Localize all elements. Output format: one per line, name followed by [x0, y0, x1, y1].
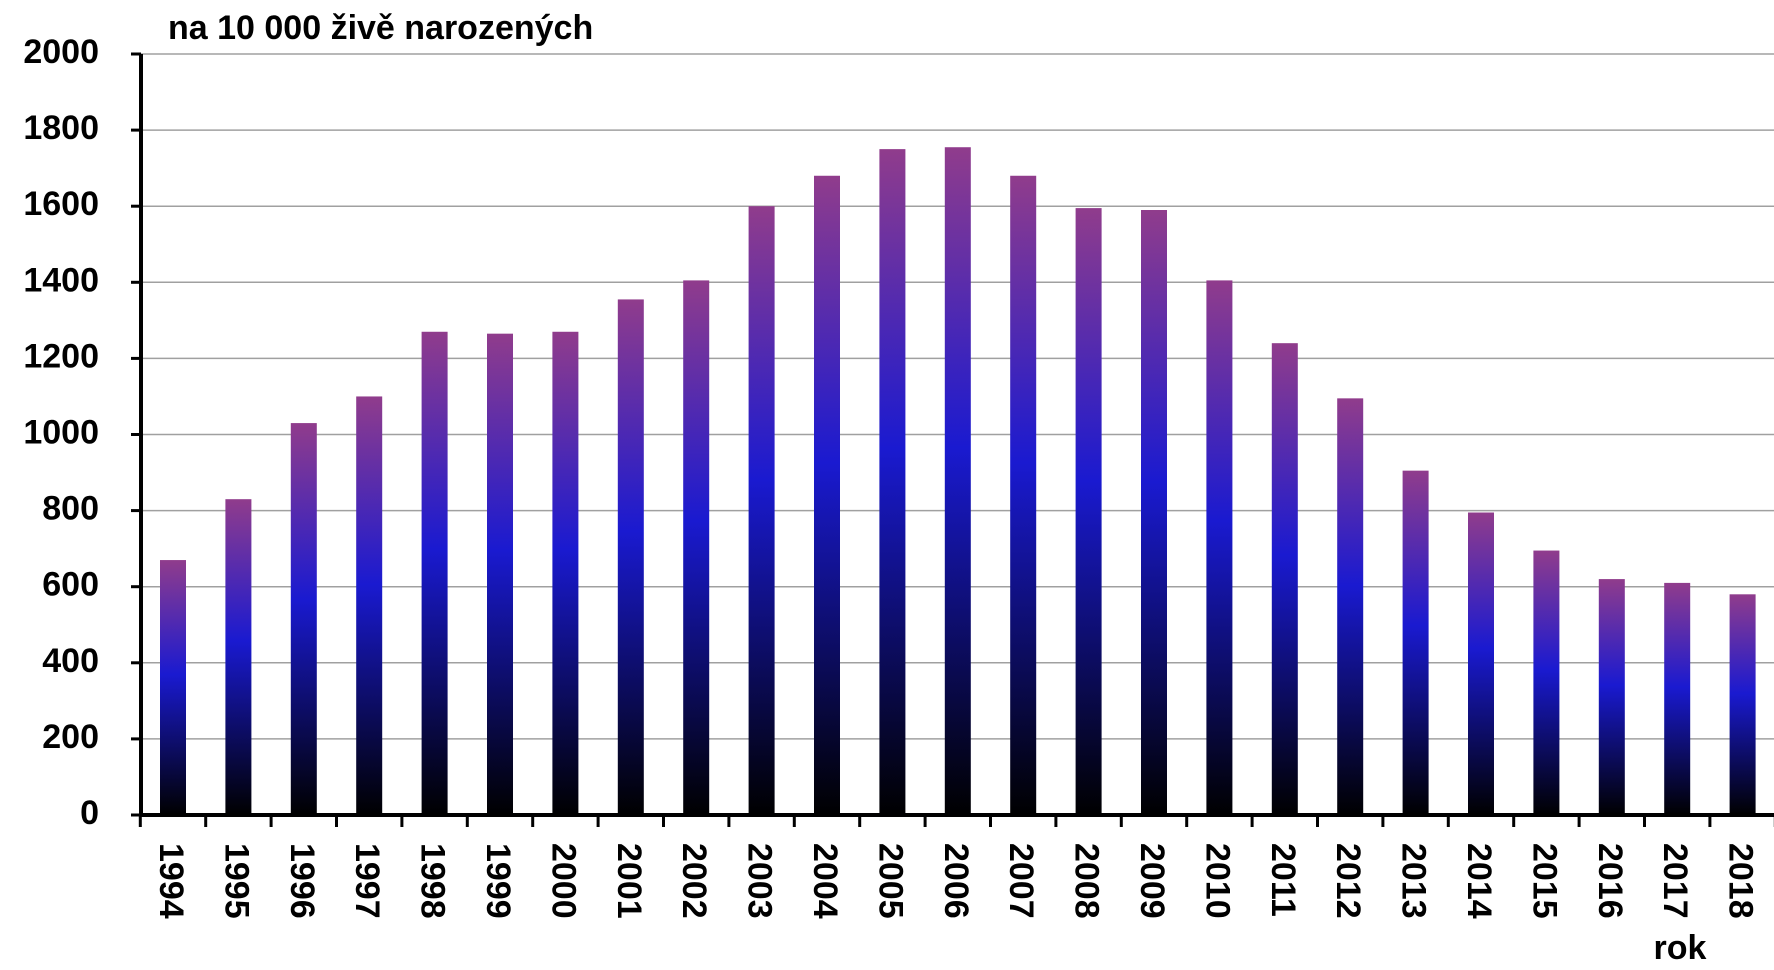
- bar: [1533, 550, 1560, 815]
- bar: [356, 396, 383, 815]
- x-tick-label: 2011: [1264, 843, 1302, 917]
- y-tick-label: 400: [42, 642, 99, 680]
- bar: [1729, 594, 1756, 815]
- bar: [1010, 175, 1037, 815]
- x-tick-label: 2005: [871, 843, 909, 919]
- bar: [617, 299, 644, 815]
- y-tick-label: 1600: [23, 185, 99, 223]
- bar: [160, 560, 186, 815]
- bar: [1664, 582, 1691, 815]
- bar: [683, 280, 710, 816]
- x-axis-label: rok: [1654, 929, 1707, 967]
- bar: [1598, 579, 1625, 815]
- bar: [290, 423, 317, 815]
- bar: [1337, 398, 1364, 815]
- x-tick-label: 2010: [1198, 843, 1236, 919]
- x-tick-label: 2016: [1591, 843, 1629, 919]
- y-tick-label: 600: [42, 566, 99, 604]
- x-tick-label: 1995: [217, 843, 255, 919]
- x-tick-label: 2001: [610, 843, 648, 919]
- bar: [944, 147, 971, 815]
- x-tick-label: 2002: [675, 843, 713, 919]
- bar: [1271, 343, 1298, 815]
- y-tick-label: 1000: [23, 413, 99, 451]
- x-tick-label: 1997: [348, 843, 386, 919]
- bar: [1206, 280, 1233, 816]
- chart-title: na 10 000 živě narozených: [168, 9, 593, 47]
- x-tick-label: 2015: [1525, 843, 1563, 919]
- bar: [225, 499, 252, 815]
- x-tick-label: 1994: [152, 843, 190, 919]
- bar: [487, 333, 513, 815]
- x-tick-label: 2007: [1002, 843, 1040, 919]
- x-tick-label: 2014: [1460, 843, 1498, 919]
- y-tick-label: 2000: [23, 33, 99, 71]
- y-tick-label: 1200: [23, 337, 99, 375]
- bar: [421, 331, 448, 815]
- x-tick-label: 2017: [1656, 843, 1694, 919]
- y-tick-label: 800: [42, 490, 99, 528]
- bar: [552, 331, 579, 815]
- bar: [1402, 470, 1429, 815]
- bar: [748, 206, 775, 815]
- x-tick-label: 2009: [1133, 843, 1171, 919]
- x-tick-label: 2003: [741, 843, 779, 919]
- bar: [879, 149, 906, 815]
- y-tick-label: 1800: [23, 109, 99, 147]
- x-tick-label: 1996: [283, 843, 321, 919]
- x-tick-label: 2004: [806, 843, 844, 919]
- x-tick-label: 2018: [1722, 843, 1760, 919]
- bar: [1468, 512, 1494, 815]
- x-tick-label: 2006: [937, 843, 975, 919]
- y-tick-label: 200: [42, 718, 99, 756]
- x-tick-label: 1998: [414, 843, 452, 919]
- y-tick-label: 0: [80, 794, 99, 832]
- bar: [1141, 210, 1167, 815]
- x-tick-label: 2013: [1395, 843, 1433, 919]
- x-tick-label: 1999: [479, 843, 517, 919]
- x-tick-label: 2008: [1068, 843, 1106, 919]
- bar: [1075, 208, 1102, 816]
- y-tick-label: 1400: [23, 261, 99, 299]
- x-tick-label: 2000: [544, 843, 582, 919]
- x-tick-label: 2012: [1329, 843, 1367, 919]
- bar: [814, 175, 840, 815]
